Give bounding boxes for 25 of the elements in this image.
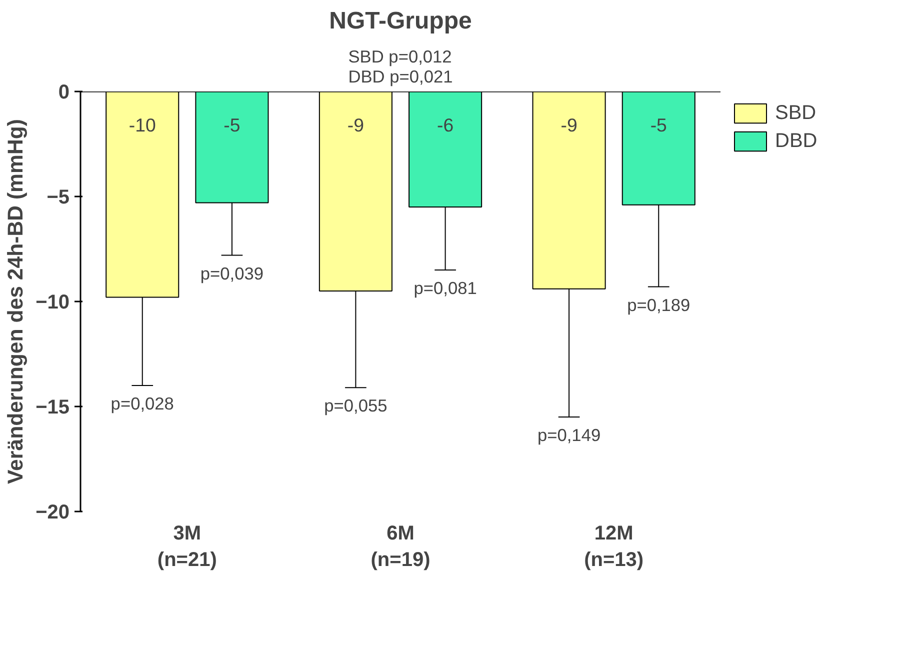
legend-label: SBD — [775, 102, 816, 124]
y-tick-label: −20 — [36, 502, 70, 524]
y-tick-label: −5 — [46, 186, 70, 208]
y-tick-label: −15 — [36, 396, 70, 418]
x-tick-label: 12M (n=13) — [584, 522, 644, 571]
annotation: p=0,028 — [110, 394, 174, 414]
data-label: -5 — [224, 114, 240, 136]
y-tick-label: −10 — [36, 292, 70, 314]
chart-title: NGT-Gruppe — [329, 8, 472, 34]
chart-subtitle: SBD p=0,012 DBD p=0,021 — [348, 46, 453, 86]
annotation: p=0,039 — [200, 263, 264, 284]
annotation: p=0,189 — [627, 294, 690, 315]
x-tick-label: 6M (n=19) — [370, 522, 430, 571]
x-tick-label: 3M (n=21) — [157, 522, 217, 571]
y-axis-title: Veränderungen des 24h-BD (mmHg) — [4, 118, 28, 484]
data-label: -9 — [347, 114, 364, 136]
annotation: p=0,055 — [324, 396, 388, 416]
annotation: p=0,149 — [537, 425, 601, 445]
y-tick-label: 0 — [58, 82, 70, 104]
data-label: -5 — [650, 114, 667, 136]
data-label: -10 — [128, 114, 156, 136]
data-label: -9 — [560, 114, 578, 136]
legend-label: DBD — [775, 130, 818, 152]
data-label: -6 — [437, 114, 454, 136]
annotation: p=0,081 — [414, 278, 477, 298]
